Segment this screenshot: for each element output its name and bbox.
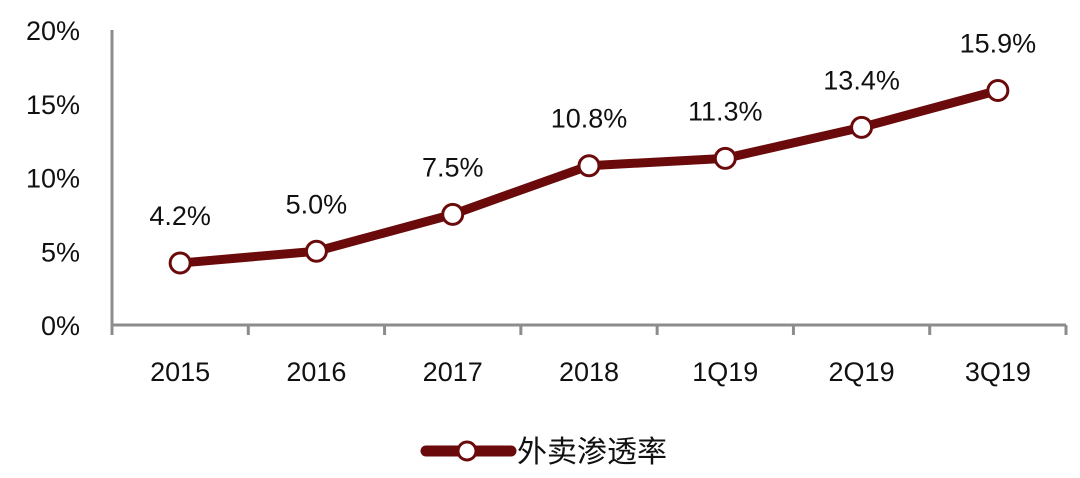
x-tick-label: 2017: [423, 357, 483, 387]
data-label: 4.2%: [149, 201, 211, 231]
data-label: 10.8%: [551, 104, 628, 134]
y-tick-label: 0%: [41, 311, 80, 341]
data-label: 13.4%: [823, 65, 900, 95]
x-tick-label: 2018: [559, 357, 619, 387]
data-point-marker: [577, 154, 601, 178]
y-tick-label: 20%: [26, 16, 80, 46]
data-labels: 4.2% 5.0% 7.5% 10.8% 11.3% 13.4% 15.9%: [149, 28, 1036, 231]
data-point-marker: [441, 202, 465, 226]
data-label: 7.5%: [422, 152, 484, 182]
y-tick-label: 15%: [26, 90, 80, 120]
y-tick-label: 10%: [26, 164, 80, 194]
x-tick-label: 2Q19: [829, 357, 895, 387]
data-label: 11.3%: [688, 96, 763, 126]
x-tick-label: 2015: [150, 357, 210, 387]
data-point-marker: [986, 78, 1010, 102]
data-label: 15.9%: [960, 28, 1037, 58]
data-label: 5.0%: [286, 189, 348, 219]
data-point-marker: [713, 146, 737, 170]
legend: 外卖渗透率: [420, 435, 667, 470]
legend-label: 外卖渗透率: [517, 435, 667, 470]
data-point-marker: [850, 115, 874, 139]
x-tick-label: 3Q19: [965, 357, 1031, 387]
x-tick-label: 2016: [286, 357, 346, 387]
y-tick-label: 5%: [41, 237, 80, 267]
series-line: [168, 78, 1010, 275]
legend-marker-icon: [456, 440, 478, 462]
x-tick-label: 1Q19: [692, 357, 758, 387]
y-axis: 0% 5% 10% 15% 20%: [26, 16, 114, 341]
data-point-marker: [168, 251, 192, 275]
data-point-marker: [304, 239, 328, 263]
x-axis: 2015 2016 2017 2018 1Q19 2Q19 3Q19: [110, 323, 1068, 387]
